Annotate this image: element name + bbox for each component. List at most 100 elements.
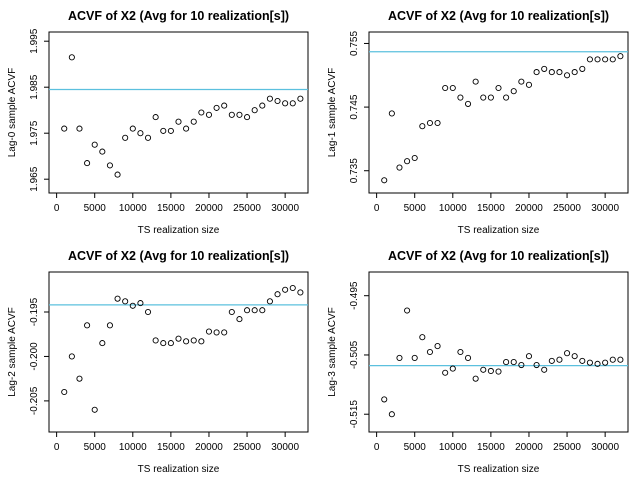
data-point xyxy=(259,307,266,314)
data-point xyxy=(586,56,593,63)
data-point xyxy=(487,367,494,375)
data-point xyxy=(556,69,563,76)
data-point xyxy=(434,119,441,127)
data-point xyxy=(122,134,129,141)
y-tick-label: -0.495 xyxy=(349,281,360,310)
chart-panel-3: ACVF of X2 (Avg for 10 realization[s]) 0 5… xyxy=(7,249,309,475)
y-tick-label: -0.200 xyxy=(29,342,40,371)
data-point xyxy=(183,125,190,132)
y-tick-label: -0.205 xyxy=(29,386,40,415)
x-tick-label: 0 xyxy=(374,442,380,453)
data-point xyxy=(609,356,616,363)
data-point xyxy=(76,125,83,132)
x-tick-label: 30000 xyxy=(591,203,619,214)
data-point xyxy=(449,365,456,372)
data-point xyxy=(396,354,403,361)
data-point xyxy=(213,329,220,336)
data-point xyxy=(244,114,251,121)
data-point xyxy=(617,356,624,363)
data-point xyxy=(175,335,182,342)
data-point xyxy=(152,114,159,121)
x-axis-label: TS realization size xyxy=(138,464,220,475)
x-tick-label: 5000 xyxy=(84,203,107,214)
data-point xyxy=(495,84,502,92)
y-tick-label: -0.505 xyxy=(349,340,360,369)
data-point xyxy=(381,177,388,184)
data-point xyxy=(228,111,235,118)
x-tick-label: 30000 xyxy=(591,442,619,453)
data-point xyxy=(84,160,91,167)
plot-frame xyxy=(368,271,629,433)
data-point xyxy=(190,118,197,125)
chart-panel-1: ACVF of X2 (Avg for 10 realization[s]) 0 5… xyxy=(7,9,309,236)
x-tick-label: 25000 xyxy=(233,203,261,214)
x-tick-label: 15000 xyxy=(477,442,505,453)
data-point xyxy=(175,118,182,125)
x-tick-label: 10000 xyxy=(439,442,467,453)
y-tick-label: 1.995 xyxy=(29,28,40,53)
data-point xyxy=(449,84,456,92)
data-point xyxy=(144,134,152,141)
x-tick-label: 25000 xyxy=(233,442,261,453)
data-point xyxy=(404,307,411,314)
data-point xyxy=(266,298,273,305)
data-point xyxy=(510,359,517,366)
data-point xyxy=(167,340,174,347)
data-point xyxy=(91,141,98,148)
data-point xyxy=(282,286,289,293)
data-point xyxy=(609,56,616,63)
data-point xyxy=(76,375,83,382)
data-point xyxy=(548,357,555,364)
data-point xyxy=(160,340,167,347)
data-point xyxy=(388,411,395,418)
data-point xyxy=(152,337,159,344)
y-tick-label: -0.195 xyxy=(29,297,40,326)
data-point xyxy=(99,148,106,155)
data-point xyxy=(282,100,289,107)
data-point xyxy=(419,334,426,341)
data-point xyxy=(602,56,609,63)
data-point xyxy=(289,100,296,107)
data-point xyxy=(571,69,578,76)
data-point xyxy=(411,354,418,361)
plot-frame xyxy=(48,31,309,194)
data-point xyxy=(480,366,487,373)
data-point xyxy=(381,396,388,403)
data-point xyxy=(259,102,266,109)
data-point xyxy=(419,123,426,130)
x-tick-label: 0 xyxy=(54,442,60,453)
data-point xyxy=(426,119,433,127)
data-point xyxy=(137,130,144,137)
data-point xyxy=(525,81,533,88)
data-point xyxy=(442,84,449,92)
x-tick-label: 10000 xyxy=(119,203,147,214)
x-tick-label: 15000 xyxy=(477,203,505,214)
data-point xyxy=(91,406,98,413)
data-point xyxy=(617,53,624,60)
data-point xyxy=(457,348,464,356)
data-point xyxy=(114,171,121,178)
data-point xyxy=(99,340,106,347)
chart-panel-4: ACVF of X2 (Avg for 10 realization[s]) 0 5… xyxy=(327,249,629,475)
x-tick-label: 30000 xyxy=(271,442,299,453)
data-point xyxy=(442,369,449,376)
data-point xyxy=(533,69,540,76)
data-point xyxy=(556,356,563,363)
data-point xyxy=(244,307,251,314)
data-point xyxy=(68,54,75,61)
data-point xyxy=(297,289,304,296)
data-point xyxy=(457,94,464,101)
data-point xyxy=(586,359,593,366)
data-point xyxy=(594,56,601,63)
data-point xyxy=(274,291,281,298)
data-point xyxy=(68,353,75,360)
y-tick-label: 0.735 xyxy=(349,158,360,183)
data-point xyxy=(518,361,525,369)
plot-frame xyxy=(368,31,629,194)
data-point xyxy=(472,78,479,85)
data-point xyxy=(602,359,609,366)
y-tick-label: 1.985 xyxy=(29,74,40,99)
x-tick-label: 0 xyxy=(54,203,60,214)
data-point xyxy=(61,388,68,396)
